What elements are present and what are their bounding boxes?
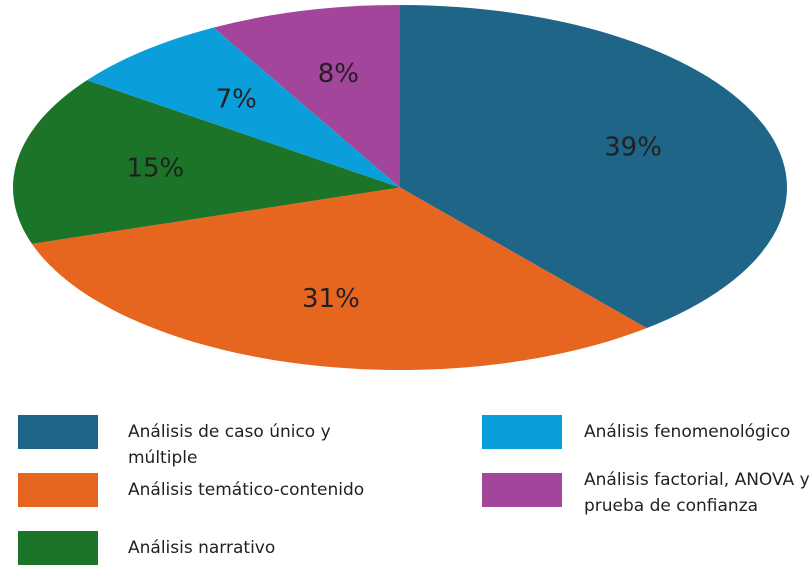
data-label: 39%	[604, 132, 662, 162]
pie-slice	[86, 27, 400, 188]
legend-item: Análisis de caso único y múltiple	[18, 415, 378, 471]
data-label: 8%	[318, 59, 359, 89]
chart: 39% 31% 15% 7% 8%	[13, 5, 787, 370]
legend-item: Análisis temático-contenido	[18, 473, 378, 507]
legend-swatch	[482, 415, 562, 449]
pie-slice	[31, 187, 647, 370]
legend-item: Análisis fenomenológico	[482, 415, 812, 449]
pie-slice	[13, 80, 401, 244]
pie-slice	[400, 5, 787, 329]
legend-swatch	[18, 415, 98, 449]
legend-label: Análisis narrativo	[128, 538, 276, 558]
data-label: 15%	[126, 154, 184, 184]
legend-label: Análisis fenomenológico	[584, 422, 791, 442]
pie-slice	[213, 5, 400, 188]
legend-swatch	[18, 531, 98, 565]
data-label: 7%	[216, 84, 257, 114]
legend-swatch	[482, 473, 562, 507]
legend-item: Análisis factorial, ANOVA y prueba de co…	[482, 463, 812, 519]
legend-label: Análisis factorial, ANOVA y prueba de co…	[584, 470, 810, 516]
data-label: 31%	[302, 284, 360, 314]
legend-label: Análisis de caso único y múltiple	[128, 422, 331, 468]
legend-label: Análisis temático-contenido	[128, 480, 365, 500]
legend-item: Análisis narrativo	[18, 531, 378, 565]
legend-swatch	[18, 473, 98, 507]
